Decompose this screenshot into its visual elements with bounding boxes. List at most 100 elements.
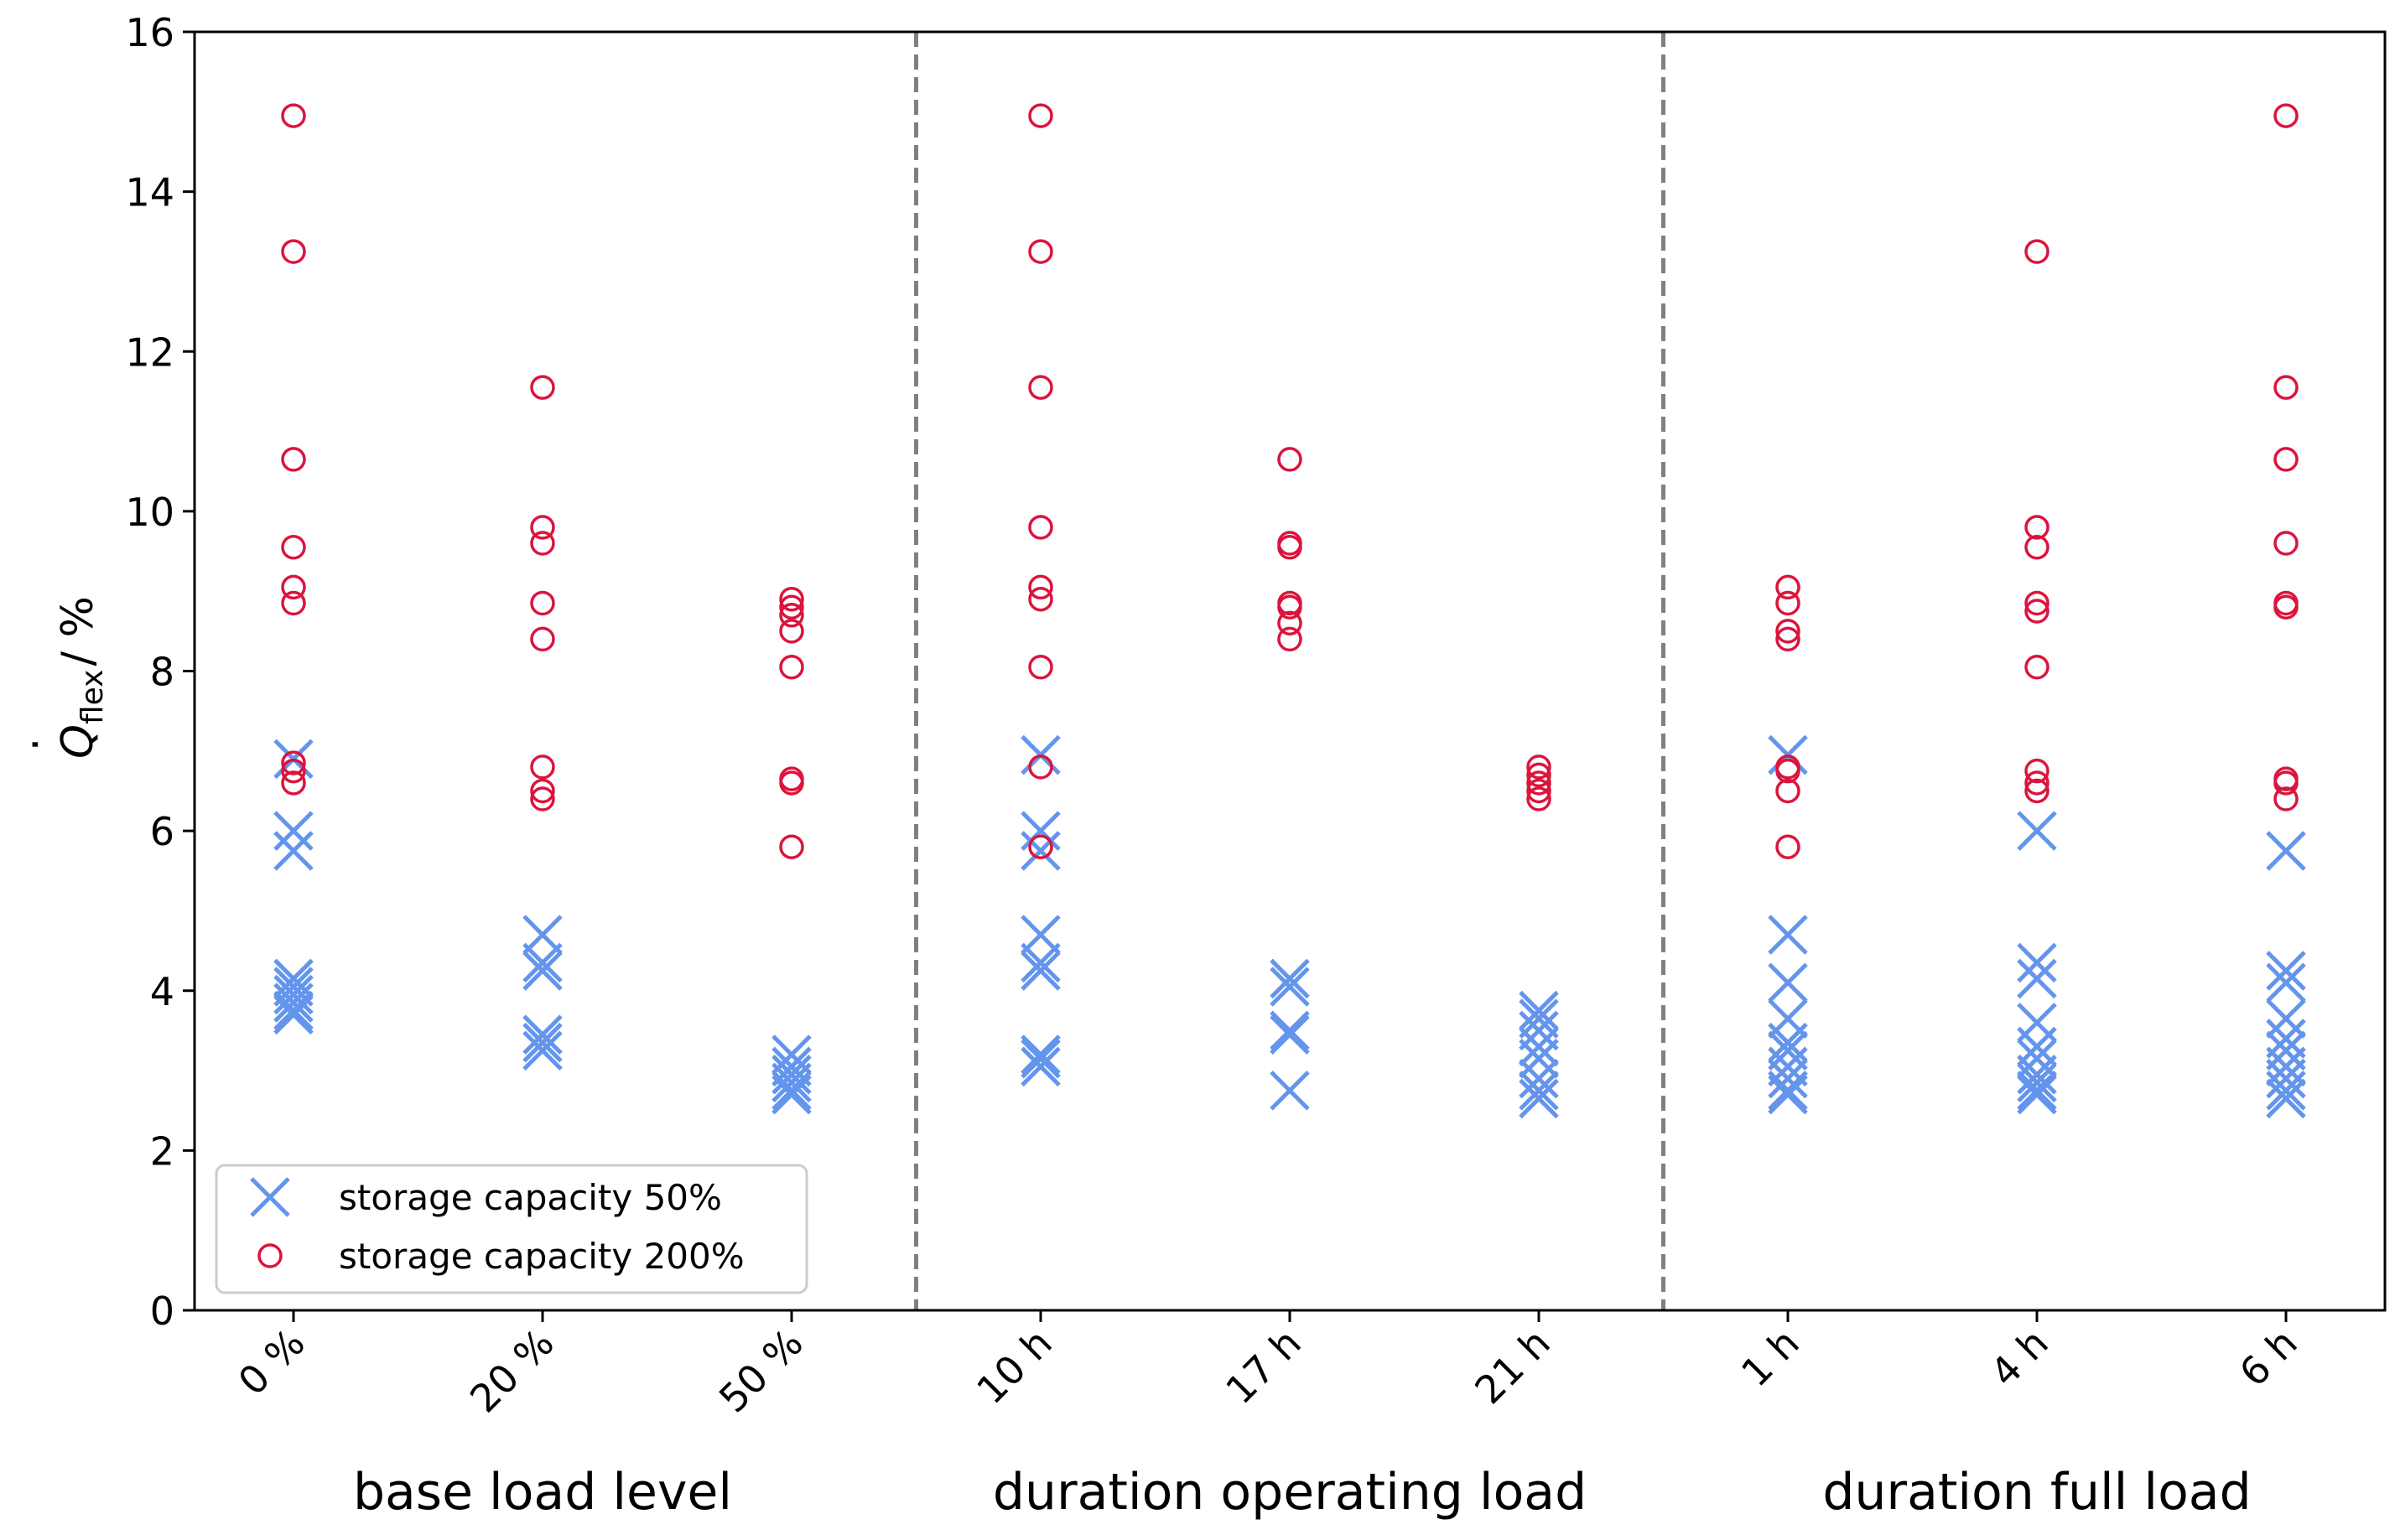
data-point-x-marker <box>1270 1071 1310 1111</box>
data-point-x-marker <box>1021 811 1061 851</box>
data-point-circle-marker <box>779 594 804 620</box>
data-point-x-marker <box>273 831 314 871</box>
data-point-x-marker <box>2266 998 2306 1039</box>
data-point-circle-marker <box>2024 535 2050 560</box>
y-tick-label: 0 <box>150 1289 174 1334</box>
data-point-circle-marker <box>1775 758 1800 784</box>
legend: storage capacity 50% storage capacity 200… <box>215 1164 808 1294</box>
legend-frame <box>215 1164 808 1294</box>
data-point-circle-marker <box>281 750 306 775</box>
data-point-circle-marker <box>281 590 306 616</box>
series-1 <box>273 734 2306 1119</box>
data-point-x-marker <box>273 983 314 1023</box>
data-point-x-marker <box>1519 1071 1559 1111</box>
data-point-x-marker <box>522 915 563 955</box>
data-point-x-marker <box>2017 1074 2057 1115</box>
data-point-x-marker <box>273 811 314 851</box>
data-point-x-marker <box>1519 998 1559 1039</box>
data-point-x-marker <box>273 994 314 1035</box>
group-label: duration operating load <box>993 1463 1587 1522</box>
data-point-circle-marker <box>2273 594 2299 620</box>
data-point-circle-marker <box>2024 758 2050 784</box>
data-point-circle-marker <box>1028 574 1053 600</box>
data-point-circle-marker <box>1277 594 1302 620</box>
data-point-circle-marker <box>281 103 306 128</box>
data-point-x-marker <box>1021 951 1061 991</box>
data-point-x-marker <box>2266 951 2306 991</box>
data-point-circle-marker <box>2024 778 2050 804</box>
legend-x-marker <box>250 1177 290 1217</box>
data-point-circle-marker <box>1526 762 1551 788</box>
data-point-x-marker <box>522 1030 563 1071</box>
data-point-circle-marker <box>281 574 306 600</box>
y-tick-label: 10 <box>125 490 174 535</box>
data-point-x-marker <box>2266 1030 2306 1071</box>
data-point-circle-marker <box>1775 626 1800 652</box>
data-point-circle-marker <box>779 603 804 628</box>
data-point-circle-marker <box>281 447 306 472</box>
data-point-x-marker <box>273 974 314 1015</box>
data-point-x-marker <box>771 1055 812 1095</box>
data-point-x-marker <box>2266 1078 2306 1119</box>
data-point-x-marker <box>273 990 314 1031</box>
data-point-circle-marker <box>1277 447 1302 472</box>
data-point-circle-marker <box>281 239 306 264</box>
data-point-circle-marker <box>2024 770 2050 796</box>
data-point-circle-marker <box>1775 778 1800 804</box>
data-point-x-marker <box>522 1022 563 1063</box>
y-tick-label: 4 <box>150 969 174 1014</box>
data-point-circle-marker <box>530 515 555 540</box>
legend-label: storage capacity 200% <box>339 1236 745 1277</box>
data-point-circle-marker <box>1028 654 1053 680</box>
data-point-x-marker <box>1270 1010 1310 1051</box>
group-label: duration full load <box>1822 1463 2251 1522</box>
data-point-x-marker <box>1021 1039 1061 1079</box>
y-tick-label: 14 <box>125 170 174 215</box>
data-point-circle-marker <box>1526 786 1551 811</box>
data-point-x-marker <box>1519 990 1559 1031</box>
series-2 <box>281 103 2299 859</box>
data-point-circle-marker <box>2273 531 2299 556</box>
data-point-x-marker <box>2017 1055 2057 1095</box>
data-point-x-marker <box>1519 1026 1559 1067</box>
data-point-x-marker <box>771 1074 812 1115</box>
data-point-x-marker <box>1768 1058 1808 1099</box>
data-point-x-marker <box>1519 1039 1559 1079</box>
data-point-x-marker <box>1270 967 1310 1007</box>
y-axis-label-subscript: flex <box>75 670 110 725</box>
data-point-circle-marker <box>779 770 804 796</box>
group-label: base load level <box>353 1463 732 1522</box>
data-point-circle-marker <box>1775 574 1800 600</box>
data-point-circle-marker <box>530 754 555 780</box>
data-point-circle-marker <box>281 535 306 560</box>
data-point-circle-marker <box>2273 447 2299 472</box>
data-point-circle-marker <box>2024 239 2050 264</box>
data-point-x-marker <box>1021 831 1061 871</box>
data-point-circle-marker <box>530 778 555 804</box>
data-point-x-marker <box>771 1034 812 1075</box>
y-axis-label: Qflex / % · <box>11 596 110 759</box>
data-point-x-marker <box>1021 942 1061 983</box>
data-point-circle-marker <box>281 758 306 784</box>
data-point-x-marker <box>2266 962 2306 1003</box>
data-point-circle-marker <box>1028 754 1053 780</box>
legend-label: storage capacity 50% <box>339 1177 722 1218</box>
data-point-x-marker <box>522 1014 563 1055</box>
data-point-circle-marker <box>2024 515 2050 540</box>
data-point-x-marker <box>1768 1074 1808 1115</box>
data-point-circle-marker <box>1775 834 1800 859</box>
data-point-x-marker <box>1768 915 1808 955</box>
y-tick-label: 16 <box>125 10 174 55</box>
data-point-circle-marker <box>2024 599 2050 624</box>
data-point-circle-marker <box>530 786 555 811</box>
data-point-circle-marker <box>2273 786 2299 811</box>
data-point-circle-marker <box>1277 610 1302 636</box>
data-point-x-marker <box>1519 1058 1559 1099</box>
data-point-circle-marker <box>1028 239 1053 264</box>
legend-circle-marker <box>257 1243 283 1268</box>
data-point-circle-marker <box>1526 770 1551 796</box>
data-point-circle-marker <box>1277 626 1302 652</box>
data-point-x-marker <box>2017 1071 2057 1111</box>
plot-area <box>273 32 2306 1310</box>
